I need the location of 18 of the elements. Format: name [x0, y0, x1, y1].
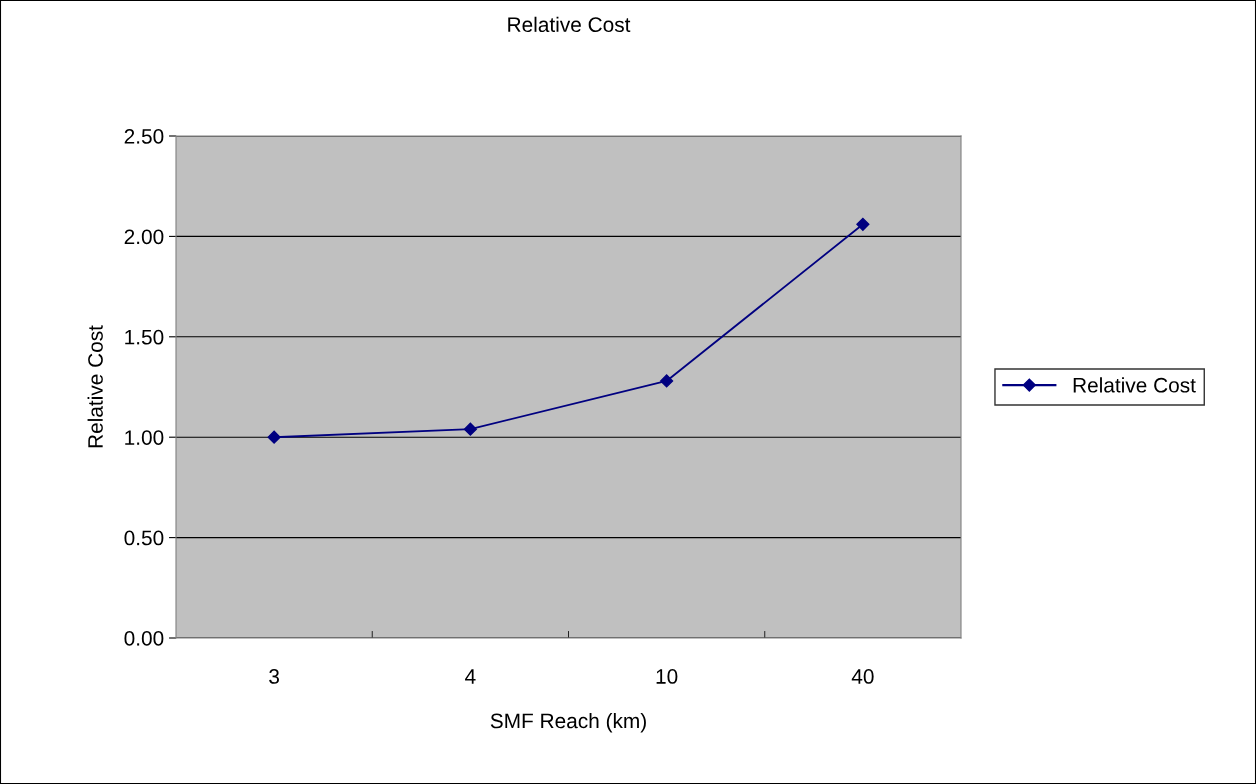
chart-title: Relative Cost [508, 16, 631, 33]
point [267, 430, 281, 444]
point [660, 374, 674, 388]
x-tick-label: 40 [851, 669, 874, 684]
y-tick-label: 2.50 [124, 129, 164, 144]
x-tick-label: 3 [269, 669, 279, 684]
x-axis-title: SMF Reach (km) [490, 712, 646, 733]
legend-label: Relative Cost [1073, 377, 1196, 393]
point [463, 422, 477, 436]
point [856, 217, 870, 231]
y-tick-label: 0.50 [124, 530, 164, 546]
y-tick-label: 0.00 [124, 631, 164, 646]
y-axis-title: Relative Cost [87, 325, 103, 448]
y-tick-label: 1.50 [125, 329, 164, 345]
x-tick-label: 10 [656, 669, 678, 684]
y-tick-label: 1.00 [125, 430, 164, 445]
x-tick-label: 4 [465, 669, 476, 684]
y-tick-label: 2.00 [124, 229, 164, 245]
